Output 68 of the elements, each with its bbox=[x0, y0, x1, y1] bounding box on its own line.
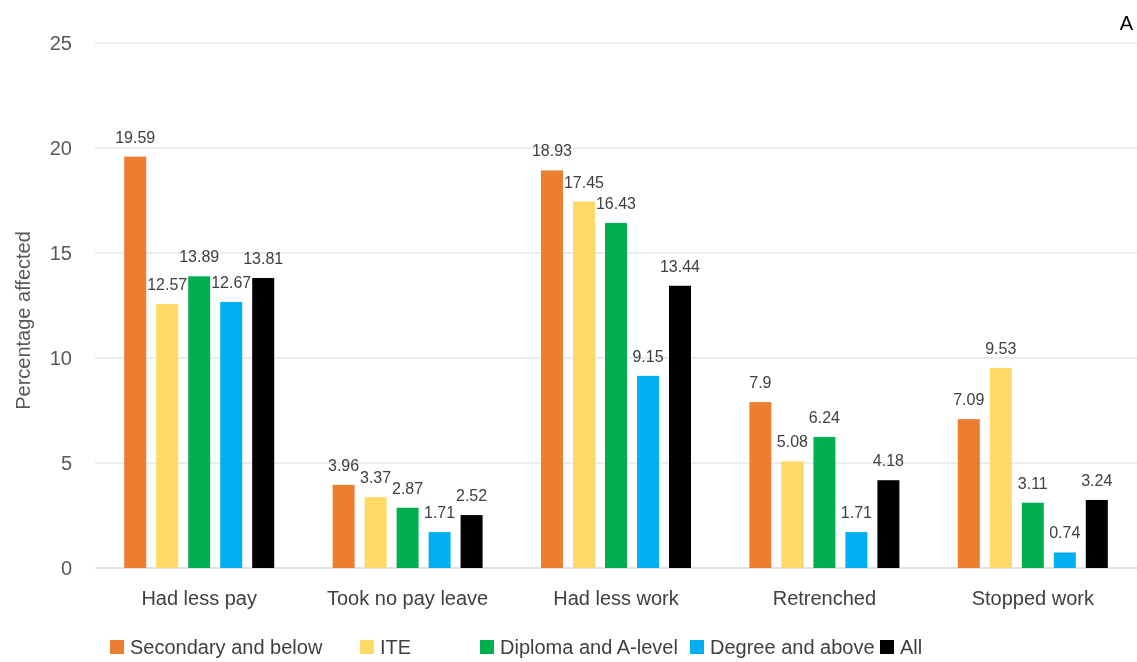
bar bbox=[1085, 499, 1108, 568]
data-label: 17.45 bbox=[563, 173, 605, 191]
data-label: 13.81 bbox=[243, 249, 284, 267]
legend-label: Diploma and A-level bbox=[500, 636, 678, 658]
bar bbox=[220, 301, 243, 568]
y-axis-title: Percentage affected bbox=[12, 231, 34, 410]
bar bbox=[813, 436, 836, 568]
bar bbox=[605, 222, 627, 568]
x-tick-label: Had less work bbox=[553, 587, 680, 609]
x-tick-label: Had less pay bbox=[141, 587, 258, 609]
bar bbox=[541, 170, 563, 568]
data-label: 3.96 bbox=[328, 456, 360, 474]
y-tick-label: 25 bbox=[49, 32, 72, 54]
bar bbox=[428, 532, 451, 568]
legend-label: ITE bbox=[380, 636, 412, 658]
data-label: 13.89 bbox=[179, 248, 220, 266]
data-label: 1.71 bbox=[424, 504, 456, 522]
data-label: 12.57 bbox=[147, 276, 188, 294]
bar bbox=[156, 304, 179, 568]
data-label: 18.93 bbox=[531, 142, 573, 160]
data-label: 19.59 bbox=[115, 128, 156, 146]
data-label: 9.53 bbox=[985, 339, 1017, 357]
bar bbox=[877, 480, 900, 568]
bar bbox=[573, 201, 595, 568]
legend-label: All bbox=[900, 636, 923, 658]
y-tick-label: 5 bbox=[60, 452, 72, 474]
data-label: 7.09 bbox=[953, 391, 985, 409]
bar bbox=[845, 532, 868, 568]
y-tick-label: 10 bbox=[49, 347, 72, 369]
x-tick-label: Stopped work bbox=[971, 587, 1095, 609]
bar bbox=[188, 276, 211, 568]
data-label: 5.08 bbox=[776, 433, 809, 451]
bar bbox=[749, 402, 772, 568]
legend-label: Degree and above bbox=[710, 636, 875, 658]
bar bbox=[1021, 502, 1044, 568]
bar bbox=[332, 484, 355, 568]
data-label: 1.71 bbox=[840, 504, 873, 522]
data-label: 7.9 bbox=[749, 374, 772, 392]
data-label: 4.18 bbox=[872, 452, 905, 470]
bar bbox=[124, 156, 147, 568]
data-label: 3.11 bbox=[1017, 474, 1048, 492]
bar bbox=[364, 497, 387, 568]
data-label: 3.24 bbox=[1081, 471, 1113, 489]
bar bbox=[989, 367, 1012, 568]
bar bbox=[669, 285, 691, 568]
bar bbox=[781, 461, 804, 568]
bar bbox=[1053, 552, 1076, 568]
y-tick-label: 20 bbox=[49, 137, 72, 159]
x-tick-label: Took no pay leave bbox=[326, 587, 489, 609]
y-tick-label: 0 bbox=[60, 557, 72, 579]
bar bbox=[396, 507, 419, 568]
x-tick-label: Retrenched bbox=[772, 587, 877, 609]
data-label: 9.15 bbox=[632, 347, 664, 365]
legend-label: Secondary and below bbox=[130, 636, 323, 658]
data-label: 2.87 bbox=[392, 479, 424, 497]
bar bbox=[957, 419, 980, 568]
data-label: 2.52 bbox=[456, 487, 488, 505]
data-label: 3.37 bbox=[360, 469, 392, 487]
data-label: 12.67 bbox=[211, 273, 252, 291]
data-label: 16.43 bbox=[595, 194, 637, 212]
text: A bbox=[1119, 12, 1134, 34]
bar bbox=[460, 515, 483, 568]
data-label: 13.44 bbox=[659, 257, 701, 275]
bar bbox=[637, 375, 659, 568]
data-label: 6.24 bbox=[808, 408, 841, 426]
y-tick-label: 15 bbox=[49, 242, 72, 264]
bar bbox=[252, 277, 275, 568]
data-label: 0.74 bbox=[1049, 524, 1081, 542]
